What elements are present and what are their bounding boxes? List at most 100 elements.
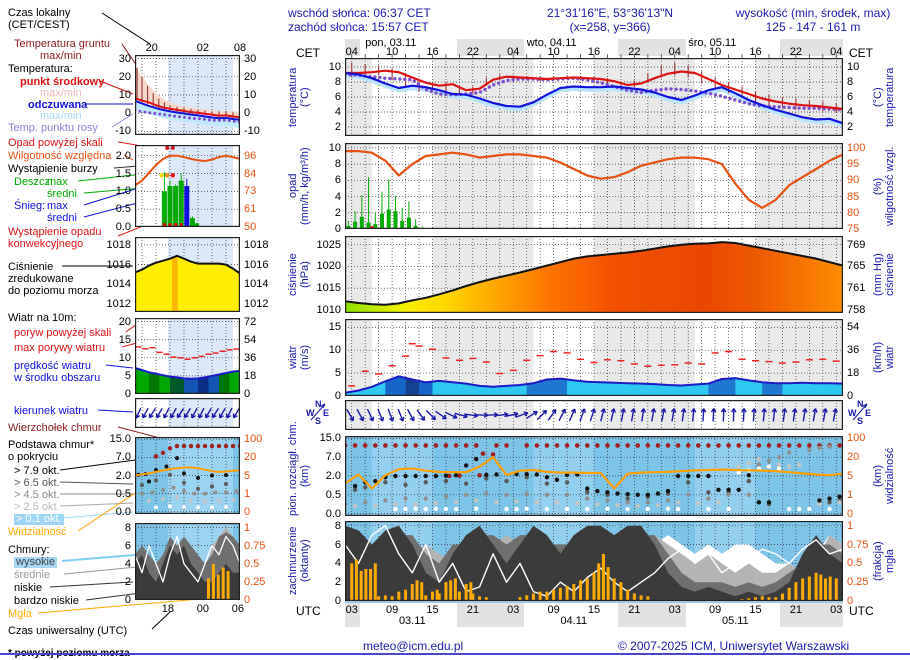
axis-tick-label: 2.0 bbox=[115, 149, 131, 162]
axis-tick-label: 4 bbox=[847, 106, 854, 118]
axis-tick-label: 10 bbox=[118, 89, 131, 101]
axis-hour-label: 04 bbox=[830, 46, 843, 58]
axis-tick-label: 2 bbox=[334, 576, 341, 589]
axis-title-right-zachmurzenie: (frakcja) mgła bbox=[872, 541, 896, 581]
axis-tick-label: 15.0 bbox=[109, 433, 131, 446]
panel-underline bbox=[345, 601, 843, 603]
sidebar-label-widzialno: Widzialność bbox=[8, 526, 67, 538]
axis-tick-label: 6 bbox=[334, 174, 341, 187]
mini-axis-hour-label: 00 bbox=[196, 603, 210, 615]
panel-temperatura bbox=[345, 58, 843, 136]
axis-hour-label: 15 bbox=[749, 604, 762, 616]
axis-tick-label: 0.75 bbox=[847, 538, 869, 551]
axis-tick-label: 50 bbox=[244, 221, 257, 233]
axis-night-box bbox=[456, 603, 524, 627]
axis-hour-label: 10 bbox=[709, 46, 722, 58]
axis-tick-label: 1 bbox=[847, 488, 854, 501]
axis-tick-label: 75 bbox=[847, 223, 860, 235]
sidebar-label-wysokie: wysokie bbox=[14, 556, 58, 568]
sidebar-label-pr-dko-wiatru: prędkość wiatru bbox=[14, 360, 92, 372]
axis-night-box bbox=[618, 39, 686, 56]
utc-label-right: UTC bbox=[849, 604, 874, 618]
axis-tick-label: 1025 bbox=[316, 238, 341, 251]
axis-tick-label: 100 bbox=[847, 141, 866, 154]
sidebar-label-nieg: Śnieg: bbox=[14, 200, 46, 212]
axis-night-box bbox=[779, 603, 843, 627]
sidebar-label-wierzcho-ek-chmur: Wierzchołek chmur bbox=[8, 422, 102, 434]
axis-hour-label: 22 bbox=[466, 46, 479, 58]
axis-hour-label: 21 bbox=[466, 604, 479, 616]
axis-tick-label: 85 bbox=[847, 190, 860, 203]
sidebar-label-max-min: max/min bbox=[40, 87, 82, 99]
axis-tick-label: 20 bbox=[847, 451, 860, 464]
altitude-values: 125 - 147 - 161 m bbox=[765, 20, 861, 34]
axis-tick-label: 0.5 bbox=[244, 557, 260, 570]
axis-tick-label: 8 bbox=[334, 76, 341, 88]
axis-tick-label: 2 bbox=[124, 575, 131, 588]
axis-tick-label: 0 bbox=[124, 388, 131, 400]
axis-hour-label: 04 bbox=[345, 46, 358, 58]
axis-tick-label: 0 bbox=[244, 107, 251, 120]
compass-w: W bbox=[848, 408, 857, 418]
axis-tick-label: 1 bbox=[847, 519, 854, 532]
sidebar-label-niskie: niskie bbox=[14, 582, 43, 594]
axis-tick-label: 1015 bbox=[316, 282, 341, 295]
panel-wiatr bbox=[345, 319, 843, 396]
axis-tick-label: 765 bbox=[847, 260, 866, 273]
axis-title-left-temperatura: temperatura (°C) bbox=[287, 67, 311, 127]
footer-email-wrap: meteo@icm.edu.pl bbox=[363, 639, 463, 653]
axis-tick-label: 10 bbox=[847, 61, 860, 73]
axis-tick-label: 6 bbox=[334, 91, 341, 103]
axis-night-box bbox=[345, 39, 360, 56]
axis-hour-label: 22 bbox=[628, 46, 641, 58]
axis-night-box bbox=[345, 603, 360, 627]
compass-s: S bbox=[315, 416, 322, 426]
axis-tick-label: 0 bbox=[847, 390, 854, 402]
coords-text: 21°31'16"E, 53°36'13"N bbox=[546, 6, 674, 20]
axis-tick-label: 20 bbox=[244, 70, 257, 83]
mini-axis-hour-label: 02 bbox=[196, 42, 210, 54]
sidebar-label-temperatura-gruntu: Temperatura gruntu bbox=[14, 38, 110, 50]
axis-tick-label: 4 bbox=[124, 557, 131, 570]
axis-tick-label: 1016 bbox=[106, 258, 131, 271]
email-link[interactable]: meteo@icm.edu.pl bbox=[363, 639, 464, 653]
compass-e: E bbox=[865, 408, 872, 418]
axis-tick-label: 1018 bbox=[244, 238, 269, 251]
panel-cisnienie bbox=[345, 236, 843, 313]
axis-tick-label: 0.0 bbox=[325, 507, 341, 520]
axis-tick-label: 4 bbox=[334, 557, 341, 570]
axis-day-label: pon, 03.11 bbox=[365, 37, 417, 49]
axis-tick-label: 6 bbox=[124, 539, 131, 552]
sidebar-label-max-min: max/min bbox=[40, 110, 82, 122]
bottom-rule bbox=[0, 653, 910, 655]
sidebar-label-bardzo-niskie: bardzo niskie bbox=[14, 595, 79, 607]
axis-tick-label: 0 bbox=[847, 595, 854, 607]
axis-tick-label: 1010 bbox=[316, 303, 341, 316]
axis-tick-label: 15.0 bbox=[319, 432, 341, 445]
axis-tick-label: 0.0 bbox=[115, 505, 131, 518]
axis-tick-label: 5 bbox=[124, 369, 131, 382]
sidebar-label-4-5-okt: > 4.5 okt. bbox=[14, 489, 60, 501]
sidebar-label-rednie: średnie bbox=[14, 569, 51, 581]
axis-tick-label: 8 bbox=[847, 76, 854, 88]
sidebar-label-temperatura: Temperatura: bbox=[8, 63, 73, 75]
sidebar-label-wilgotno-wzgl-dna: Wilgotność względna bbox=[8, 150, 112, 162]
axis-night-box bbox=[618, 603, 686, 627]
axis-tick-label: 1 bbox=[244, 487, 251, 500]
cet-label-right: CET bbox=[849, 46, 873, 60]
axis-tick-label: 769 bbox=[847, 238, 866, 251]
footer-copyright: © 2007-2025 ICM, Uniwersytet Warszawski bbox=[618, 639, 850, 653]
sidebar-label-deszcz: Deszcz: bbox=[14, 176, 54, 188]
sidebar-label-ci-nienie: Ciśnienie bbox=[8, 261, 54, 273]
axis-hour-label: 09 bbox=[385, 604, 399, 616]
axis-tick-label: 0 bbox=[244, 388, 251, 400]
axis-date-label: 05.11 bbox=[721, 615, 749, 627]
axis-title-left-zachmurzenie: zachmurzenie (oktanty) bbox=[287, 526, 311, 596]
axis-title-left-pion-rozciaglosc-chmur: pion. rozciągł. chm. (km) bbox=[287, 421, 311, 516]
sidebar-label-temp-punktu-rosy: Temp. punktu rosy bbox=[8, 122, 98, 134]
axis-date-label: 03.11 bbox=[398, 615, 426, 627]
panel-opad-mini bbox=[135, 145, 240, 227]
axis-tick-label: 73 bbox=[244, 185, 257, 198]
